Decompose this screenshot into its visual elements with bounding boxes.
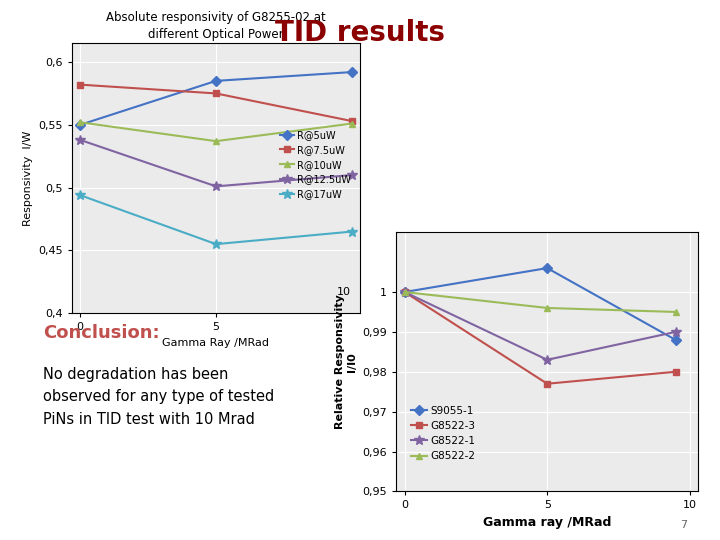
Line: R@7.5uW: R@7.5uW [76, 81, 356, 125]
G8522-1 [671, 329, 680, 335]
R@5uW [348, 69, 356, 75]
G8522-2 [400, 289, 409, 295]
X-axis label: Gamma Ray /MRad: Gamma Ray /MRad [163, 338, 269, 348]
Line: R@12.5uW: R@12.5uW [76, 135, 356, 191]
G8522-2 [543, 305, 552, 311]
R@5uW [76, 122, 84, 128]
R@7.5uW [76, 82, 84, 88]
S9055-1 [671, 336, 680, 343]
Line: R@5uW: R@5uW [76, 69, 356, 129]
G8522-1 [543, 356, 552, 363]
S9055-1 [543, 265, 552, 271]
S9055-1 [400, 289, 409, 295]
Y-axis label: Responsivity  I/W: Responsivity I/W [23, 131, 33, 226]
R@12.5uW [76, 137, 84, 143]
R@17uW [348, 228, 356, 235]
Title: Absolute responsivity of G8255-02 at
different Optical Power: Absolute responsivity of G8255-02 at dif… [106, 11, 326, 40]
G8522-2 [671, 309, 680, 315]
R@10uW [348, 120, 356, 127]
R@10uW [212, 138, 220, 144]
G8522-3 [543, 381, 552, 387]
Line: G8522-2: G8522-2 [401, 288, 679, 315]
R@7.5uW [212, 90, 220, 97]
Text: 7: 7 [680, 520, 688, 530]
Line: R@10uW: R@10uW [76, 119, 356, 145]
R@5uW [212, 78, 220, 84]
Text: 10: 10 [337, 287, 351, 297]
Legend: R@5uW, R@7.5uW, R@10uW, R@12.5uW, R@17uW: R@5uW, R@7.5uW, R@10uW, R@12.5uW, R@17uW [276, 126, 355, 204]
Line: R@17uW: R@17uW [76, 190, 356, 249]
G8522-3 [400, 289, 409, 295]
Line: S9055-1: S9055-1 [401, 265, 679, 343]
Y-axis label: Relative Responsivity
I/I0: Relative Responsivity I/I0 [335, 294, 356, 429]
G8522-1 [400, 289, 409, 295]
R@10uW [76, 119, 84, 126]
R@7.5uW [348, 118, 356, 124]
Legend: S9055-1, G8522-3, G8522-1, G8522-2: S9055-1, G8522-3, G8522-1, G8522-2 [408, 402, 480, 465]
R@17uW [212, 241, 220, 247]
Line: G8522-1: G8522-1 [400, 287, 680, 365]
Line: G8522-3: G8522-3 [401, 288, 679, 387]
R@17uW [76, 192, 84, 198]
Text: No degradation has been
observed for any type of tested
PiNs in TID test with 10: No degradation has been observed for any… [43, 367, 274, 427]
R@12.5uW [348, 172, 356, 178]
X-axis label: Gamma ray /MRad: Gamma ray /MRad [483, 516, 611, 529]
Text: Conclusion:: Conclusion: [43, 324, 160, 342]
R@12.5uW [212, 183, 220, 190]
Text: TID results: TID results [275, 19, 445, 47]
G8522-3 [671, 368, 680, 375]
